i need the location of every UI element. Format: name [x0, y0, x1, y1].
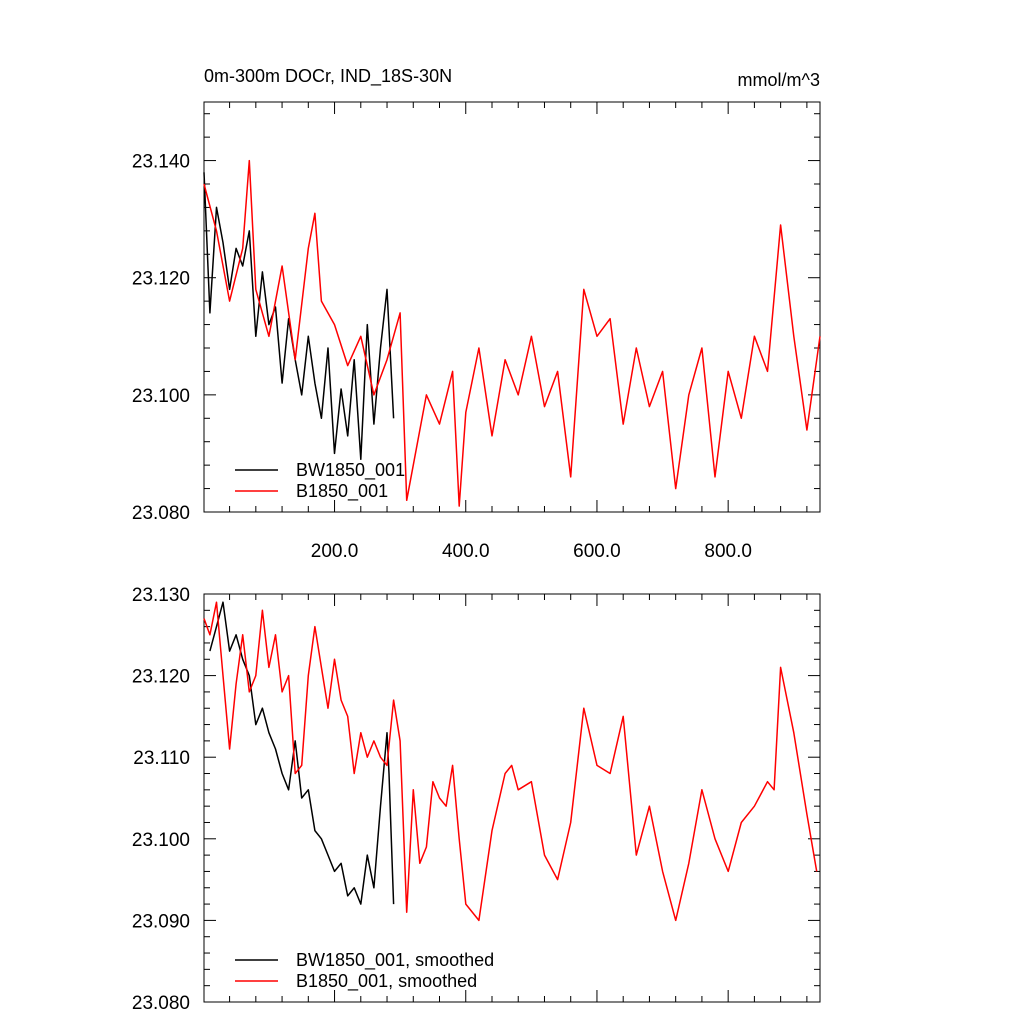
legend-label: BW1850_001	[296, 460, 405, 481]
y-tick-label: 23.080	[132, 503, 190, 524]
x-tick-label: 400.0	[442, 541, 490, 562]
x-tick-label: 800.0	[704, 541, 752, 562]
chart-title: 0m-300m DOCr, IND_18S-30N	[204, 66, 452, 87]
y-tick-label: 23.140	[132, 152, 190, 173]
bottom-panel: 23.080 23.090 23.100 23.110 23.120 23.130 BW18…	[132, 585, 821, 1014]
y-tick-label: 23.100	[132, 386, 190, 407]
series-line-0	[203, 172, 395, 461]
series-line-0	[209, 601, 395, 905]
y-tick-label: 23.110	[133, 748, 190, 769]
units-label: mmol/m^3	[738, 70, 820, 90]
y-tick-label: 23.080	[132, 993, 190, 1014]
y-tick-label: 23.090	[132, 911, 190, 932]
y-tick-label: 23.120	[132, 667, 190, 688]
legend-label: B1850_001	[296, 481, 388, 502]
legend-label: B1850_001, smoothed	[296, 971, 477, 992]
x-tick-label: 600.0	[573, 541, 621, 562]
x-tick-label: 200.0	[311, 541, 359, 562]
legend-label: BW1850_001, smoothed	[296, 950, 494, 971]
y-tick-label: 23.130	[132, 585, 190, 606]
series-line-1	[203, 601, 818, 922]
top-panel: 0m-300m DOCr, IND_18S-30N mmol/m^3 23.08…	[132, 66, 821, 562]
y-tick-label: 23.120	[132, 269, 190, 290]
plot-frame	[203, 593, 821, 1003]
plot-frame	[203, 101, 821, 513]
series-line-1	[203, 159, 821, 507]
y-tick-label: 23.100	[132, 830, 190, 851]
